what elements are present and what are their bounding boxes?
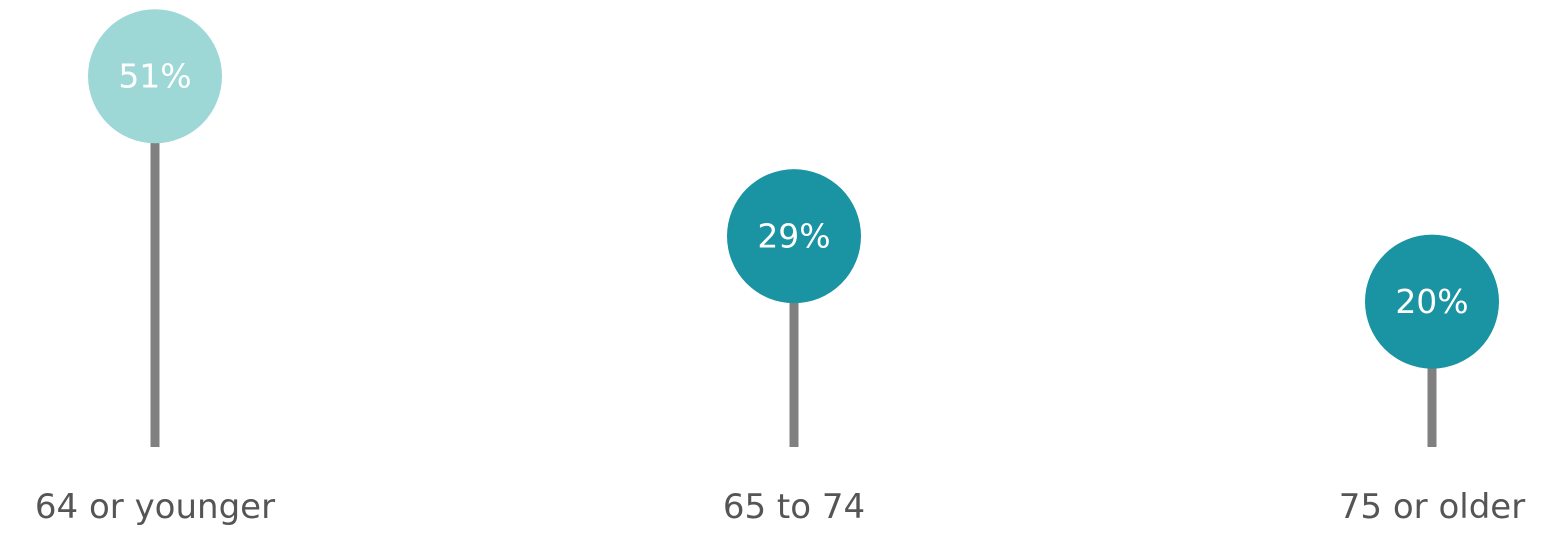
- value-label: 20%: [1395, 282, 1468, 321]
- lollipop-head: [1365, 234, 1499, 369]
- lollipop-head: [727, 169, 861, 304]
- lollipop-head: [88, 9, 222, 144]
- category-label: 75 or older: [1339, 487, 1525, 527]
- category-label: 64 or younger: [35, 487, 275, 527]
- category-label: 65 to 74: [723, 487, 865, 527]
- value-label: 51%: [118, 57, 191, 96]
- value-label: 29%: [757, 217, 830, 256]
